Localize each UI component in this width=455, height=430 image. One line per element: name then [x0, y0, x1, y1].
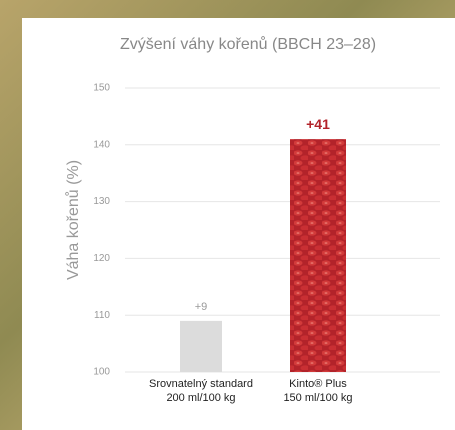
x-tick-label: 200 ml/100 kg	[166, 392, 235, 404]
x-tick-label: Kinto® Plus	[289, 378, 347, 390]
y-tick-label: 110	[94, 310, 110, 321]
chart-title: Zvýšení váhy kořenů (BBCH 23–28)	[120, 35, 376, 53]
y-tick-label: 140	[93, 139, 110, 150]
x-tick-label: 150 ml/100 kg	[283, 392, 352, 404]
bar	[180, 320, 222, 372]
panel	[22, 18, 455, 430]
y-tick-label: 100	[93, 367, 110, 378]
y-axis-label: Váha kořenů (%)	[64, 160, 82, 280]
y-tick-label: 150	[93, 83, 110, 94]
y-tick-label: 120	[93, 253, 110, 264]
x-tick-label: Srovnatelný standard	[149, 378, 253, 390]
y-tick-label: 130	[93, 196, 110, 207]
annotation: +9	[195, 301, 208, 313]
annotation: +41	[306, 116, 330, 132]
bar	[290, 139, 346, 372]
